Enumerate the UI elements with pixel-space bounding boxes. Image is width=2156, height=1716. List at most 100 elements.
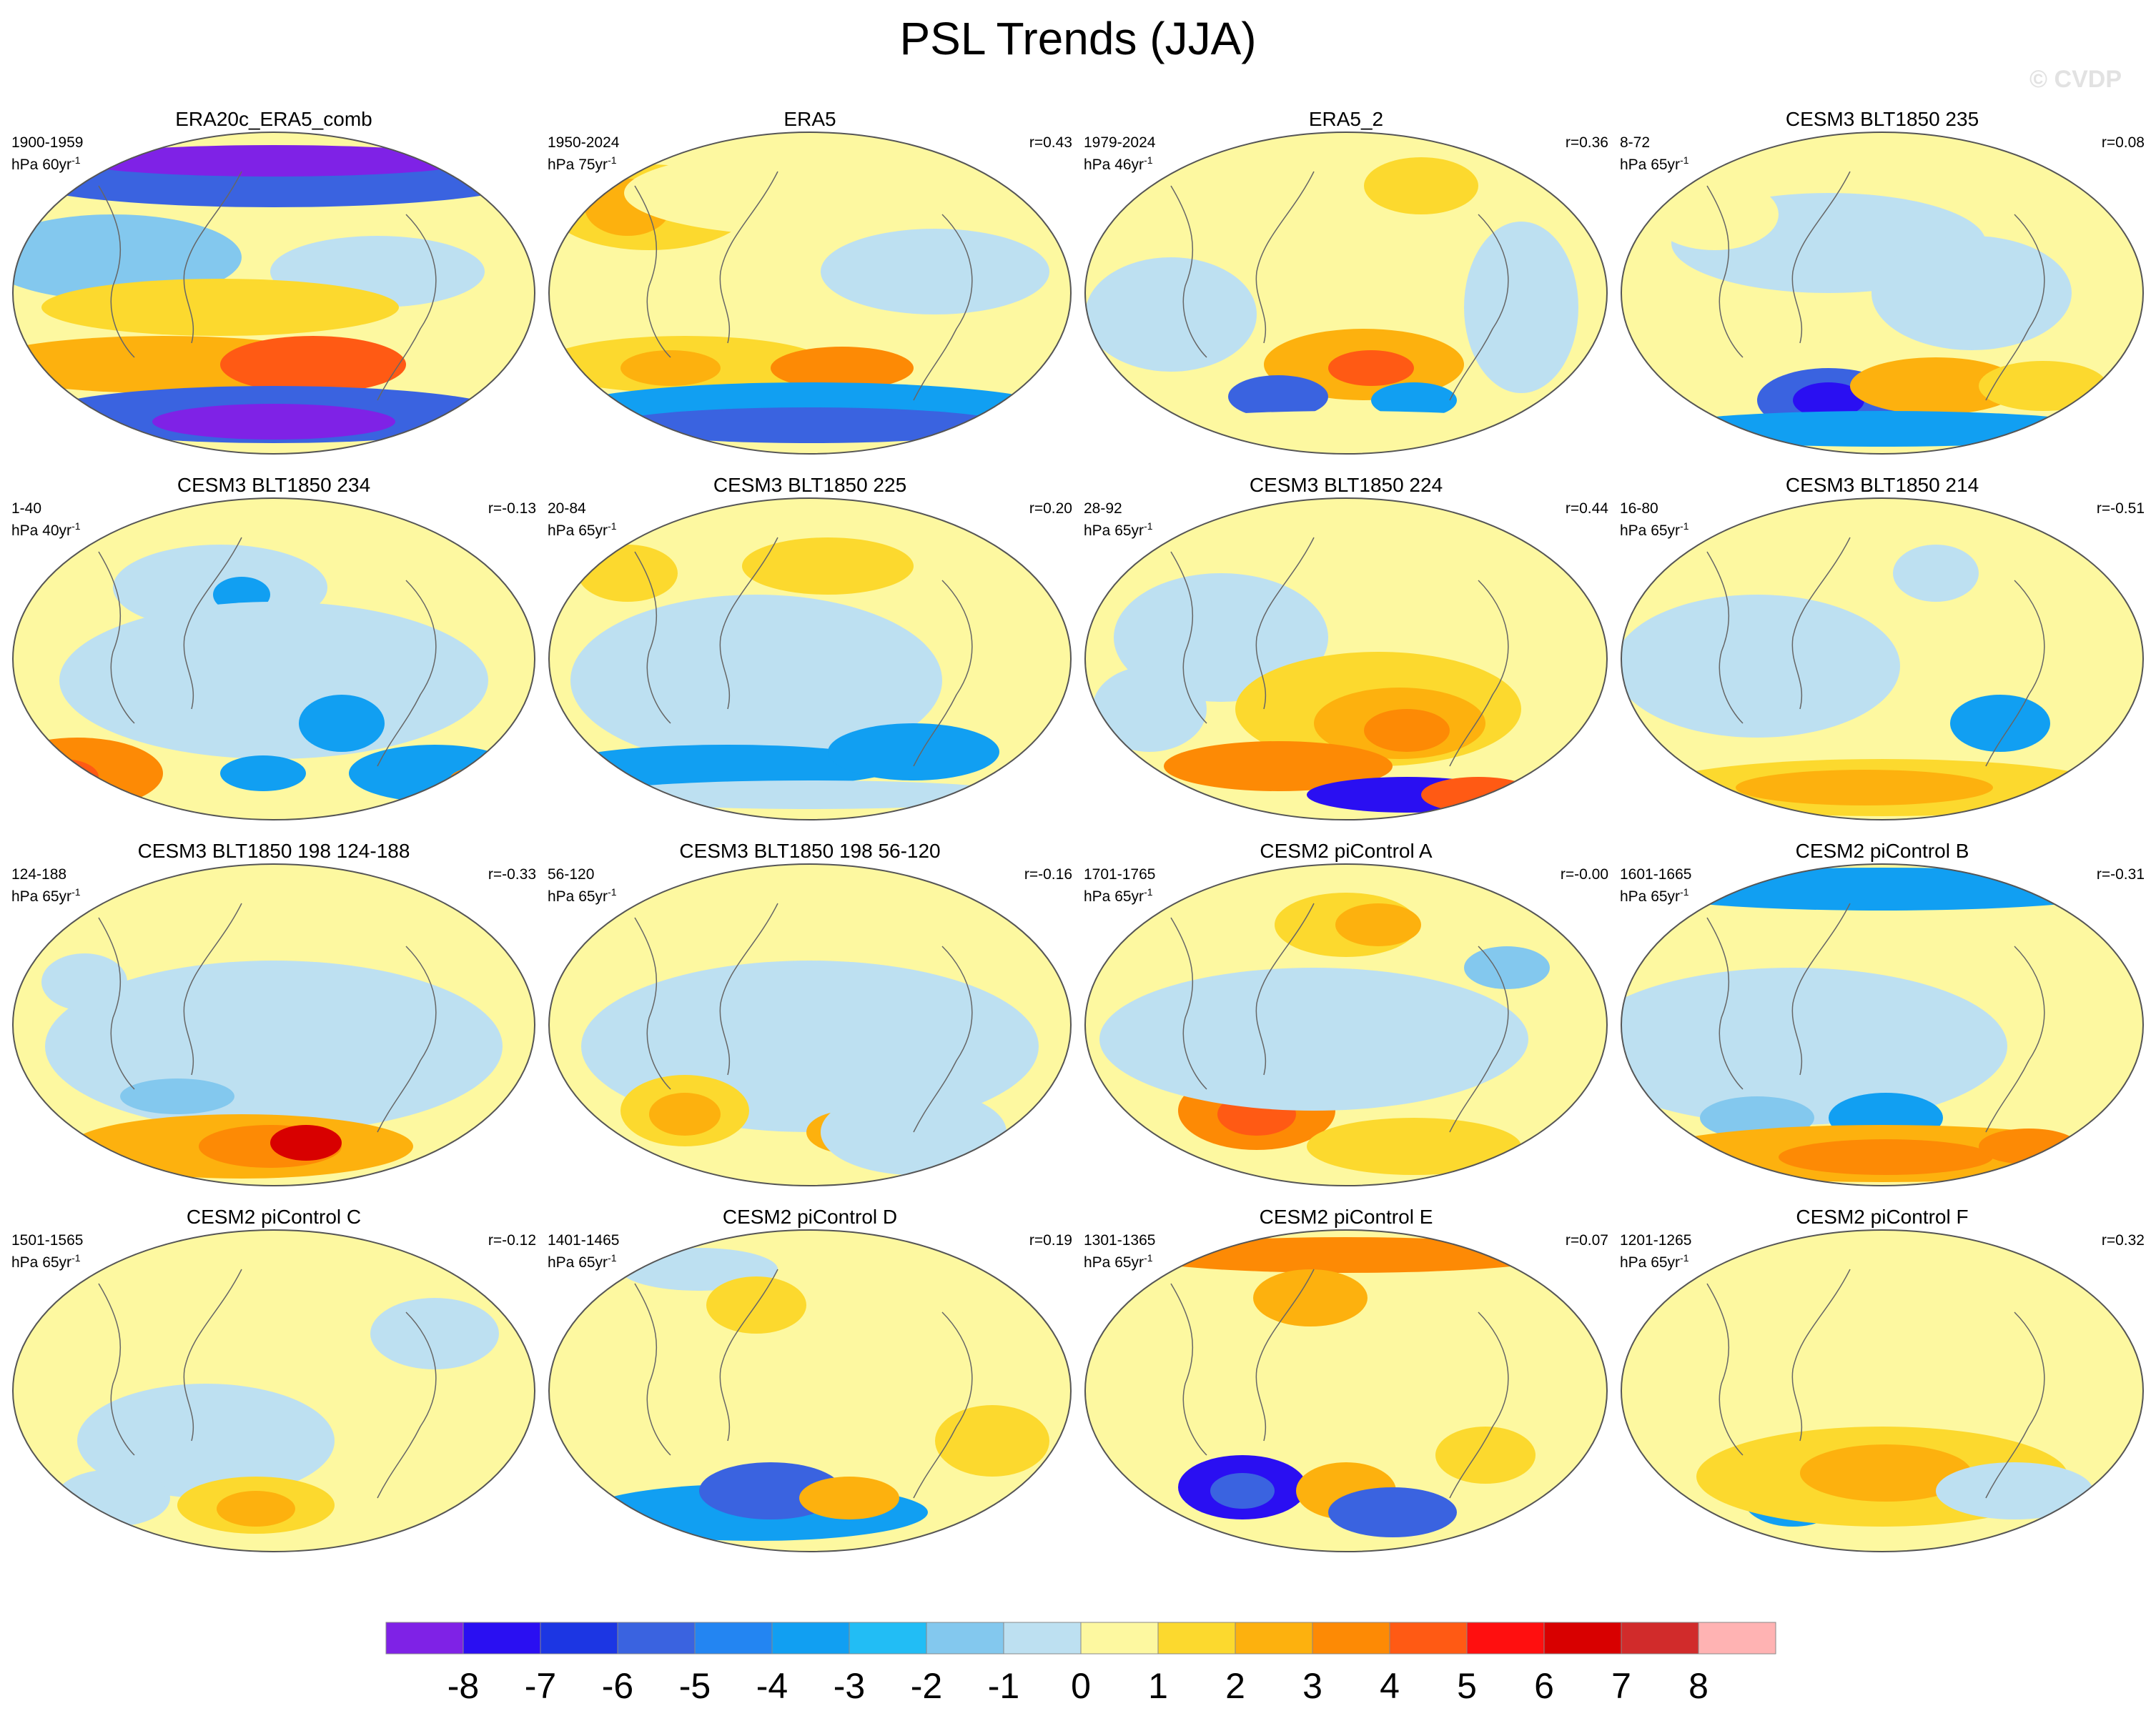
colorbar-tick-label: -7	[525, 1666, 556, 1706]
panel-correlation: r=0.44	[1565, 500, 1608, 517]
panel-correlation: r=-0.31	[2096, 866, 2145, 883]
colorbar-tick-label: -2	[911, 1666, 942, 1706]
colorbar-tick-label: -3	[834, 1666, 865, 1706]
panel-correlation: r=-0.00	[1560, 866, 1608, 883]
colorbar-swatch	[849, 1622, 927, 1655]
panel-title: CESM3 BLT1850 198 56-120	[679, 840, 941, 862]
map-panel: CESM2 piControl C 1501-1565 hPa 65yr-1 r=-0…	[6, 1205, 542, 1562]
panel-units: hPa 65yr-1	[1620, 520, 1689, 539]
psl-trend-map	[12, 132, 535, 455]
psl-trend-map	[548, 863, 1072, 1186]
panel-correlation: r=-0.12	[488, 1232, 536, 1249]
panel-title: CESM2 piControl D	[722, 1206, 898, 1228]
map-panel: ERA5_2 1979-2024 hPa 46yr-1 r=0.36	[1078, 107, 1614, 465]
colorbar-swatch	[1621, 1622, 1699, 1655]
colorbar-tick-label: -4	[756, 1666, 788, 1706]
map-panel: CESM3 BLT1850 235 8-72 hPa 65yr-1 r=0.08	[1614, 107, 2150, 465]
colorbar-swatch	[771, 1622, 850, 1655]
psl-trend-map	[1084, 132, 1608, 455]
panel-units: hPa 65yr-1	[1620, 1252, 1689, 1271]
colorbar-tick-label: 5	[1457, 1666, 1477, 1706]
panel-title: CESM3 BLT1850 235	[1785, 108, 1979, 130]
psl-trend-map	[12, 497, 535, 820]
panel-title: CESM2 piControl C	[186, 1206, 362, 1228]
map-panel: CESM2 piControl E 1301-1365 hPa 65yr-1 r=0.…	[1078, 1205, 1614, 1562]
panel-title: CESM3 BLT1850 214	[1785, 474, 1979, 496]
colorbar-swatch	[1003, 1622, 1082, 1655]
panel-title: CESM3 BLT1850 224	[1249, 474, 1443, 496]
panel-units: hPa 65yr-1	[548, 1252, 617, 1271]
panel-units: hPa 65yr-1	[1084, 1252, 1153, 1271]
colorbar-swatch	[1235, 1622, 1313, 1655]
psl-trend-map	[548, 1229, 1072, 1552]
map-panel: ERA5 1950-2024 hPa 75yr-1 r=0.43	[542, 107, 1078, 465]
map-panel: CESM2 piControl B 1601-1665 hPa 65yr-1 r=-0…	[1614, 839, 2150, 1196]
map-panel: CESM2 piControl F 1201-1265 hPa 65yr-1 r=0.…	[1614, 1205, 2150, 1562]
map-panel: CESM3 BLT1850 214 16-80 hPa 65yr-1 r=-0.51	[1614, 473, 2150, 830]
colorbar-swatch	[540, 1622, 618, 1655]
panel-units: hPa 65yr-1	[1084, 520, 1153, 539]
panel-title: ERA5_2	[1308, 108, 1384, 130]
colorbar-swatch	[1312, 1622, 1390, 1655]
map-panel: CESM3 BLT1850 225 20-84 hPa 65yr-1 r=0.20	[542, 473, 1078, 830]
panel-correlation: r=0.20	[1029, 500, 1072, 517]
colorbar-swatch	[1389, 1622, 1468, 1655]
psl-trend-map	[1084, 497, 1608, 820]
figure-title: PSL Trends (JJA)	[899, 13, 1257, 64]
colorbar-swatch	[1157, 1622, 1236, 1655]
panel-correlation: r=0.36	[1565, 134, 1608, 151]
psl-trend-map	[1621, 497, 2144, 820]
colorbar: -8 -7 -6 -5 -4 -3 -2 -1 0 1 2 3 4 5 6 7 8	[385, 1622, 1776, 1706]
colorbar-tick-label: 1	[1148, 1666, 1168, 1706]
panel-units: hPa 65yr-1	[11, 1252, 81, 1271]
panel-correlation: r=0.08	[2101, 134, 2145, 151]
panel-correlation: r=-0.13	[488, 500, 536, 517]
map-panel: CESM3 BLT1850 234 1-40 hPa 40yr-1 r=-0.13	[6, 473, 542, 830]
panel-units: hPa 75yr-1	[548, 154, 617, 173]
panel-correlation: r=0.43	[1029, 134, 1072, 151]
psl-trend-map	[548, 132, 1072, 455]
panel-title: CESM3 BLT1850 225	[713, 474, 907, 496]
colorbar-swatch	[1698, 1622, 1776, 1655]
colorbar-tick-label: 7	[1611, 1666, 1631, 1706]
colorbar-tick-label: -1	[988, 1666, 1019, 1706]
panel-years: 8-72	[1620, 134, 1651, 151]
panel-correlation: r=-0.51	[2096, 500, 2145, 517]
panel-years: 1301-1365	[1084, 1232, 1156, 1249]
panel-units: hPa 65yr-1	[548, 886, 617, 905]
colorbar-tick-label: 8	[1688, 1666, 1709, 1706]
panel-title: CESM3 BLT1850 198 124-188	[137, 840, 410, 862]
panel-years: 56-120	[548, 866, 595, 883]
panel-title: CESM2 piControl A	[1260, 840, 1433, 862]
panel-years: 20-84	[548, 500, 586, 517]
panel-title: ERA20c_ERA5_comb	[175, 108, 372, 130]
map-panel: CESM3 BLT1850 224 28-92 hPa 65yr-1 r=0.44	[1078, 473, 1614, 830]
psl-trend-map	[1084, 863, 1608, 1186]
panel-title: CESM2 piControl B	[1795, 840, 1969, 862]
colorbar-swatch	[385, 1622, 464, 1655]
panel-correlation: r=-0.33	[488, 866, 536, 883]
panel-units: hPa 65yr-1	[1620, 154, 1689, 173]
panel-title: ERA5	[783, 108, 836, 130]
colorbar-swatch	[694, 1622, 773, 1655]
map-panel: ERA20c_ERA5_comb 1900-1959 hPa 60yr-1	[6, 107, 542, 465]
colorbar-tick-label: 6	[1534, 1666, 1554, 1706]
panel-units: hPa 46yr-1	[1084, 154, 1153, 173]
map-panel: CESM2 piControl D 1401-1465 hPa 65yr-1 r=0.…	[542, 1205, 1078, 1562]
panel-years: 1201-1265	[1620, 1232, 1692, 1249]
colorbar-swatch	[1080, 1622, 1159, 1655]
panel-years: 1-40	[11, 500, 42, 517]
psl-trend-map	[1084, 1229, 1608, 1552]
colorbar-tick-label: 0	[1071, 1666, 1091, 1706]
panel-correlation: r=0.07	[1565, 1232, 1608, 1249]
colorbar-swatch	[1543, 1622, 1622, 1655]
panel-years: 124-188	[11, 866, 67, 883]
panel-years: 1900-1959	[11, 134, 84, 151]
colorbar-tick-label: 4	[1380, 1666, 1400, 1706]
panel-years: 1401-1465	[548, 1232, 620, 1249]
panel-years: 1950-2024	[548, 134, 620, 151]
panel-years: 1501-1565	[11, 1232, 84, 1249]
panel-title: CESM3 BLT1850 234	[177, 474, 371, 496]
psl-trend-map	[12, 1229, 535, 1552]
panel-correlation: r=0.19	[1029, 1232, 1072, 1249]
